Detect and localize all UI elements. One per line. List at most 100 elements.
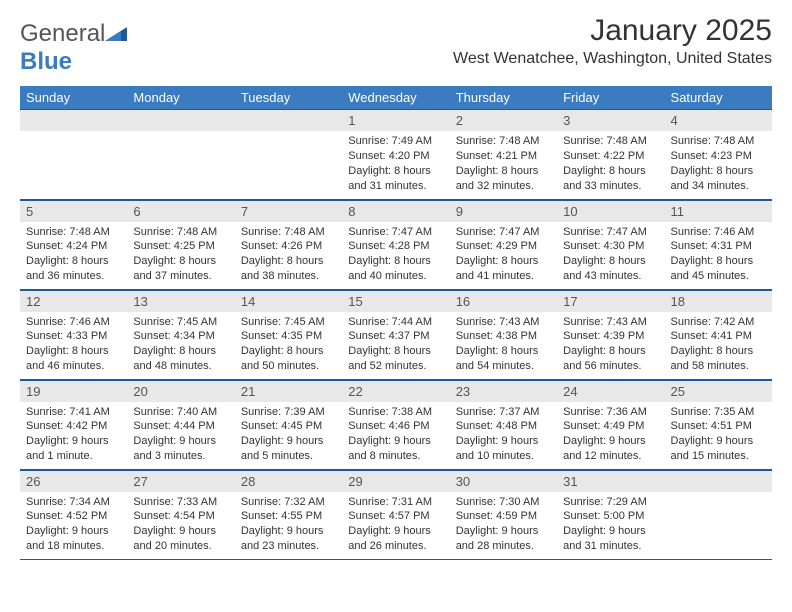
day-number: 14 bbox=[235, 290, 342, 312]
day-details: Sunrise: 7:34 AMSunset: 4:52 PMDaylight:… bbox=[20, 492, 127, 556]
day-details: Sunrise: 7:49 AMSunset: 4:20 PMDaylight:… bbox=[342, 131, 449, 195]
day-number: 25 bbox=[665, 380, 772, 402]
day-details: Sunrise: 7:48 AMSunset: 4:21 PMDaylight:… bbox=[450, 131, 557, 195]
weekday-header: Thursday bbox=[450, 86, 557, 109]
day-details: Sunrise: 7:44 AMSunset: 4:37 PMDaylight:… bbox=[342, 312, 449, 376]
day-number-empty bbox=[20, 109, 127, 131]
calendar-day-cell: 27Sunrise: 7:33 AMSunset: 4:54 PMDayligh… bbox=[127, 469, 234, 559]
title-block: January 2025 West Wenatchee, Washington,… bbox=[453, 14, 772, 68]
day-number: 31 bbox=[557, 470, 664, 492]
day-number: 23 bbox=[450, 380, 557, 402]
day-number: 10 bbox=[557, 200, 664, 222]
calendar-day-cell: 16Sunrise: 7:43 AMSunset: 4:38 PMDayligh… bbox=[450, 289, 557, 379]
logo-text-blue: Blue bbox=[20, 48, 72, 75]
day-details-empty bbox=[235, 131, 342, 187]
logo: General Blue bbox=[20, 20, 127, 76]
day-details-empty bbox=[665, 492, 772, 548]
day-number: 28 bbox=[235, 470, 342, 492]
calendar-day-cell: 13Sunrise: 7:45 AMSunset: 4:34 PMDayligh… bbox=[127, 289, 234, 379]
day-details: Sunrise: 7:41 AMSunset: 4:42 PMDaylight:… bbox=[20, 402, 127, 466]
day-details: Sunrise: 7:48 AMSunset: 4:23 PMDaylight:… bbox=[665, 131, 772, 195]
calendar-day-cell bbox=[665, 469, 772, 559]
day-number: 27 bbox=[127, 470, 234, 492]
logo-triangle-icon bbox=[105, 20, 127, 48]
calendar-day-cell: 7Sunrise: 7:48 AMSunset: 4:26 PMDaylight… bbox=[235, 199, 342, 289]
month-title: January 2025 bbox=[453, 14, 772, 48]
calendar-day-cell: 12Sunrise: 7:46 AMSunset: 4:33 PMDayligh… bbox=[20, 289, 127, 379]
day-number: 26 bbox=[20, 470, 127, 492]
day-details: Sunrise: 7:35 AMSunset: 4:51 PMDaylight:… bbox=[665, 402, 772, 466]
day-number: 5 bbox=[20, 200, 127, 222]
weekday-header: Monday bbox=[127, 86, 234, 109]
calendar-day-cell: 11Sunrise: 7:46 AMSunset: 4:31 PMDayligh… bbox=[665, 199, 772, 289]
calendar-table: SundayMondayTuesdayWednesdayThursdayFrid… bbox=[20, 86, 772, 560]
calendar-week-row: 12Sunrise: 7:46 AMSunset: 4:33 PMDayligh… bbox=[20, 289, 772, 379]
calendar-body: 1Sunrise: 7:49 AMSunset: 4:20 PMDaylight… bbox=[20, 109, 772, 559]
calendar-day-cell: 26Sunrise: 7:34 AMSunset: 4:52 PMDayligh… bbox=[20, 469, 127, 559]
day-number: 16 bbox=[450, 290, 557, 312]
day-details: Sunrise: 7:37 AMSunset: 4:48 PMDaylight:… bbox=[450, 402, 557, 466]
day-details: Sunrise: 7:48 AMSunset: 4:25 PMDaylight:… bbox=[127, 222, 234, 286]
day-number-empty bbox=[665, 470, 772, 492]
calendar-day-cell: 18Sunrise: 7:42 AMSunset: 4:41 PMDayligh… bbox=[665, 289, 772, 379]
day-number: 24 bbox=[557, 380, 664, 402]
day-details: Sunrise: 7:38 AMSunset: 4:46 PMDaylight:… bbox=[342, 402, 449, 466]
day-details: Sunrise: 7:33 AMSunset: 4:54 PMDaylight:… bbox=[127, 492, 234, 556]
day-number: 15 bbox=[342, 290, 449, 312]
day-details: Sunrise: 7:29 AMSunset: 5:00 PMDaylight:… bbox=[557, 492, 664, 556]
day-number: 20 bbox=[127, 380, 234, 402]
calendar-day-cell bbox=[20, 109, 127, 199]
day-details: Sunrise: 7:43 AMSunset: 4:39 PMDaylight:… bbox=[557, 312, 664, 376]
day-details: Sunrise: 7:47 AMSunset: 4:28 PMDaylight:… bbox=[342, 222, 449, 286]
day-number: 12 bbox=[20, 290, 127, 312]
calendar-day-cell: 23Sunrise: 7:37 AMSunset: 4:48 PMDayligh… bbox=[450, 379, 557, 469]
day-number: 9 bbox=[450, 200, 557, 222]
day-details: Sunrise: 7:43 AMSunset: 4:38 PMDaylight:… bbox=[450, 312, 557, 376]
calendar-day-cell: 3Sunrise: 7:48 AMSunset: 4:22 PMDaylight… bbox=[557, 109, 664, 199]
calendar-day-cell: 30Sunrise: 7:30 AMSunset: 4:59 PMDayligh… bbox=[450, 469, 557, 559]
day-details: Sunrise: 7:36 AMSunset: 4:49 PMDaylight:… bbox=[557, 402, 664, 466]
calendar-day-cell: 25Sunrise: 7:35 AMSunset: 4:51 PMDayligh… bbox=[665, 379, 772, 469]
calendar-day-cell: 8Sunrise: 7:47 AMSunset: 4:28 PMDaylight… bbox=[342, 199, 449, 289]
day-number: 7 bbox=[235, 200, 342, 222]
header: General Blue January 2025 West Wenatchee… bbox=[20, 14, 772, 76]
day-number: 1 bbox=[342, 109, 449, 131]
calendar-day-cell: 28Sunrise: 7:32 AMSunset: 4:55 PMDayligh… bbox=[235, 469, 342, 559]
day-details: Sunrise: 7:40 AMSunset: 4:44 PMDaylight:… bbox=[127, 402, 234, 466]
calendar-day-cell: 2Sunrise: 7:48 AMSunset: 4:21 PMDaylight… bbox=[450, 109, 557, 199]
calendar-day-cell bbox=[235, 109, 342, 199]
location-subtitle: West Wenatchee, Washington, United State… bbox=[453, 50, 772, 68]
calendar-day-cell: 20Sunrise: 7:40 AMSunset: 4:44 PMDayligh… bbox=[127, 379, 234, 469]
day-details-empty bbox=[127, 131, 234, 187]
day-details: Sunrise: 7:42 AMSunset: 4:41 PMDaylight:… bbox=[665, 312, 772, 376]
calendar-day-cell: 21Sunrise: 7:39 AMSunset: 4:45 PMDayligh… bbox=[235, 379, 342, 469]
day-details: Sunrise: 7:45 AMSunset: 4:35 PMDaylight:… bbox=[235, 312, 342, 376]
weekday-header: Friday bbox=[557, 86, 664, 109]
day-number: 18 bbox=[665, 290, 772, 312]
calendar-day-cell: 17Sunrise: 7:43 AMSunset: 4:39 PMDayligh… bbox=[557, 289, 664, 379]
day-number: 11 bbox=[665, 200, 772, 222]
day-details: Sunrise: 7:47 AMSunset: 4:29 PMDaylight:… bbox=[450, 222, 557, 286]
calendar-week-row: 1Sunrise: 7:49 AMSunset: 4:20 PMDaylight… bbox=[20, 109, 772, 199]
day-number: 22 bbox=[342, 380, 449, 402]
calendar-day-cell bbox=[127, 109, 234, 199]
calendar-day-cell: 5Sunrise: 7:48 AMSunset: 4:24 PMDaylight… bbox=[20, 199, 127, 289]
day-number: 17 bbox=[557, 290, 664, 312]
weekday-header: Wednesday bbox=[342, 86, 449, 109]
calendar-day-cell: 4Sunrise: 7:48 AMSunset: 4:23 PMDaylight… bbox=[665, 109, 772, 199]
calendar-day-cell: 29Sunrise: 7:31 AMSunset: 4:57 PMDayligh… bbox=[342, 469, 449, 559]
day-details: Sunrise: 7:48 AMSunset: 4:22 PMDaylight:… bbox=[557, 131, 664, 195]
calendar-week-row: 5Sunrise: 7:48 AMSunset: 4:24 PMDaylight… bbox=[20, 199, 772, 289]
calendar-day-cell: 9Sunrise: 7:47 AMSunset: 4:29 PMDaylight… bbox=[450, 199, 557, 289]
calendar-day-cell: 19Sunrise: 7:41 AMSunset: 4:42 PMDayligh… bbox=[20, 379, 127, 469]
calendar-day-cell: 22Sunrise: 7:38 AMSunset: 4:46 PMDayligh… bbox=[342, 379, 449, 469]
day-number: 13 bbox=[127, 290, 234, 312]
day-details: Sunrise: 7:46 AMSunset: 4:31 PMDaylight:… bbox=[665, 222, 772, 286]
calendar-day-cell: 10Sunrise: 7:47 AMSunset: 4:30 PMDayligh… bbox=[557, 199, 664, 289]
day-number: 2 bbox=[450, 109, 557, 131]
day-number: 19 bbox=[20, 380, 127, 402]
day-number-empty bbox=[235, 109, 342, 131]
day-details: Sunrise: 7:31 AMSunset: 4:57 PMDaylight:… bbox=[342, 492, 449, 556]
day-details: Sunrise: 7:47 AMSunset: 4:30 PMDaylight:… bbox=[557, 222, 664, 286]
day-number: 4 bbox=[665, 109, 772, 131]
